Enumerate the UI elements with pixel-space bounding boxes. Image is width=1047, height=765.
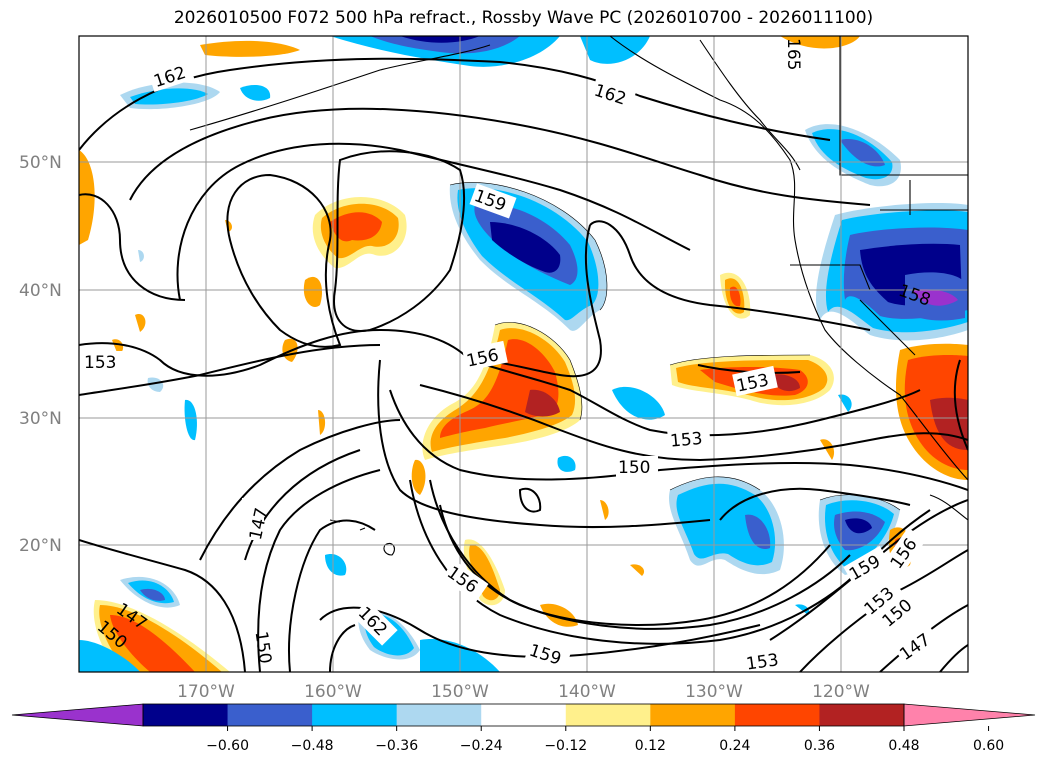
colorbar-tick-label: −0.24 (460, 738, 503, 754)
lat-label: 30°N (19, 409, 62, 429)
latitude-labels: 50°N 40°N 30°N 20°N (19, 153, 62, 556)
contour-label: 150 (618, 458, 650, 478)
colorbar-extend-low (11, 703, 144, 727)
colorbar-segment (481, 704, 567, 726)
colorbar-tick-label: 0.36 (804, 738, 835, 754)
colorbar-tick-label: 0.60 (973, 738, 1004, 754)
lat-label: 40°N (19, 281, 62, 301)
colorbar-tick-label: −0.36 (375, 738, 418, 754)
lon-label: 120°W (812, 682, 870, 702)
longitude-labels: 170°W 160°W 150°W 140°W 130°W 120°W (177, 682, 870, 702)
colorbar-extend-high (903, 703, 1036, 727)
height-contours (79, 57, 968, 672)
contour-label: 165 (783, 38, 803, 70)
lon-label: 130°W (685, 682, 743, 702)
colorbar-tick-label: −0.12 (544, 738, 587, 754)
gridlines (79, 36, 968, 672)
map-frame (78, 35, 969, 673)
lat-label: 50°N (19, 153, 62, 173)
colorbar-segment (143, 704, 229, 726)
colorbar: −0.60 −0.48 −0.36 −0.24 −0.12 0.12 0.24 0.36 0.4… (11, 703, 1036, 754)
colorbar-tick-label: 0.48 (888, 738, 919, 754)
colorbar-segment (734, 704, 820, 726)
map-panel: 162 162 165 159 156 153 153 153 150 147 … (79, 36, 968, 674)
contour-label: 153 (84, 353, 116, 373)
lat-label: 20°N (19, 536, 62, 556)
contour-label: 150 (251, 630, 275, 665)
colorbar-tick-label: −0.60 (206, 738, 249, 754)
lon-label: 160°W (304, 682, 362, 702)
colorbar-tick-label: −0.48 (291, 738, 334, 754)
colorbar-segment (819, 704, 905, 726)
contour-label: 153 (669, 429, 703, 452)
colorbar-segment (650, 704, 736, 726)
contour-labels: 162 162 165 159 156 153 153 153 150 147 … (82, 38, 941, 674)
colorbar-segment (312, 704, 398, 726)
colorbar-segment (227, 704, 313, 726)
colorbar-tick-label: 0.12 (635, 738, 666, 754)
colorbar-segment (565, 704, 651, 726)
map-title: 2026010500 F072 500 hPa refract., Rossby… (173, 8, 874, 28)
lon-label: 140°W (558, 682, 616, 702)
lon-label: 150°W (431, 682, 489, 702)
lon-label: 170°W (177, 682, 235, 702)
colorbar-tick-label: 0.24 (719, 738, 750, 754)
colorbar-segment (396, 704, 482, 726)
contour-label: 153 (745, 650, 780, 674)
